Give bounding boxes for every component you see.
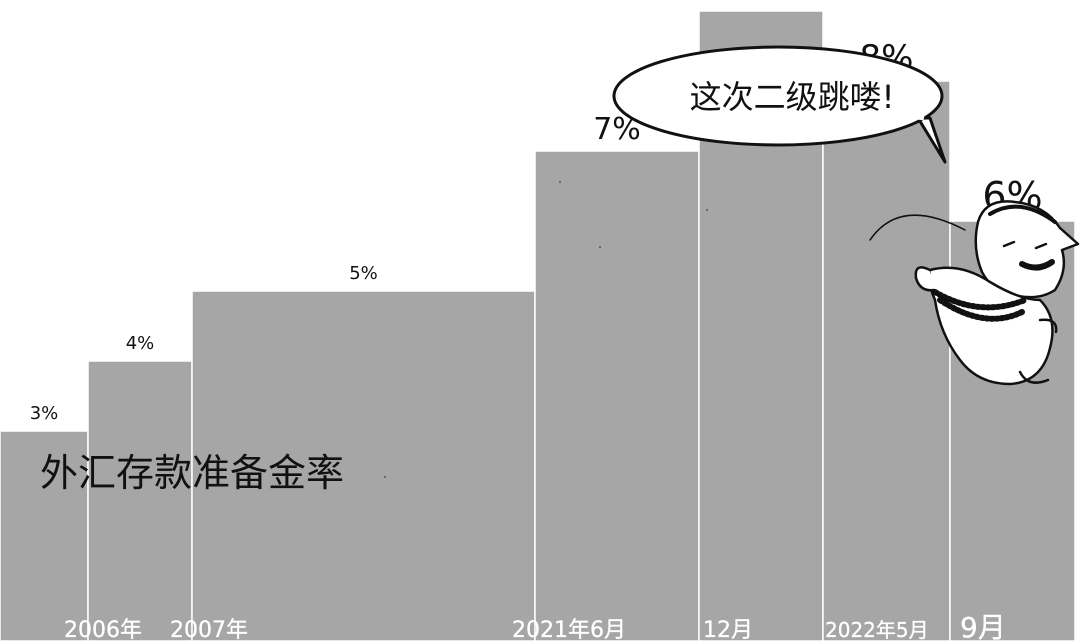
labels-layer: 3%4%2006年5%2007年7%2021年6月9%12月8%2022年5月6…: [30, 0, 1043, 641]
feet: [1018, 318, 1058, 384]
bar-value-label-3: 5%: [349, 263, 378, 284]
speech-bubble-body: [612, 45, 944, 147]
speech-bubble: 这次二级跳喽!: [612, 45, 947, 164]
bar-start-date-label-4: 2021年6月: [512, 618, 626, 641]
bar-start-date-label-7: 9月: [960, 611, 1006, 641]
bar-value-label-2: 4%: [126, 333, 155, 354]
grass-skirt: [932, 289, 1028, 322]
cartoon-jumping-man-illustration: [869, 200, 1080, 386]
bar-6: [822, 80, 951, 641]
mustache: [1019, 259, 1055, 271]
bar-start-date-label-2: 2006年: [64, 618, 142, 641]
decorative-specks: [384, 181, 708, 478]
bar-4: [534, 150, 700, 641]
head-outline: [974, 200, 1080, 299]
motion-line: [869, 214, 966, 241]
speech-bubble-text: 这次二级跳喽!: [690, 78, 895, 116]
eyes: [1002, 240, 1048, 250]
chart-title: 外汇存款准备金率: [40, 451, 344, 495]
bar-start-date-label-5: 12月: [703, 618, 753, 641]
bar-2: [87, 360, 193, 641]
bars-layer: [0, 10, 1076, 641]
bar-start-date-label-3: 2007年: [170, 618, 248, 641]
arm: [914, 266, 936, 292]
speech-bubble-join: [911, 113, 925, 121]
bar-start-date-label-6: 2022年5月: [825, 618, 929, 641]
cap-brim: [988, 204, 1057, 224]
bar-value-label-5: 9%: [737, 0, 785, 7]
body-outline: [928, 266, 1054, 386]
bar-value-label-1: 3%: [30, 403, 59, 424]
